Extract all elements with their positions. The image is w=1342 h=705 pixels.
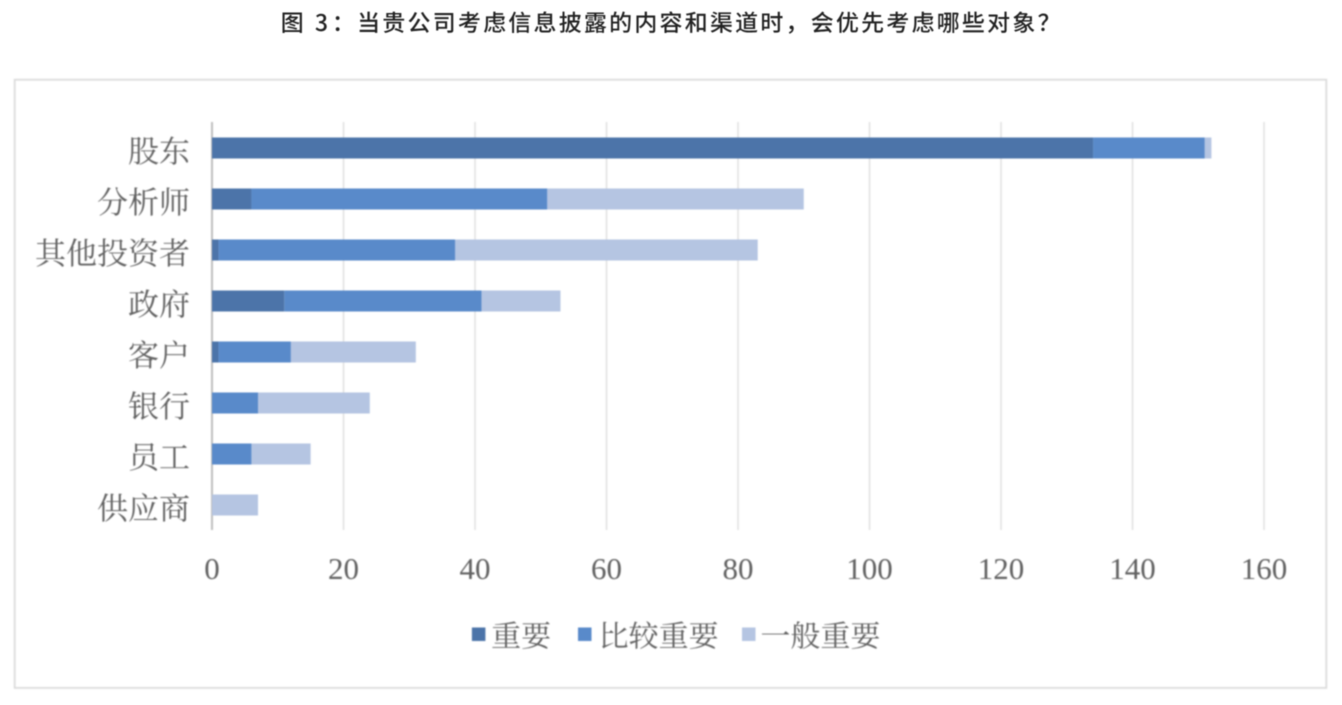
svg-text:60: 60 <box>591 551 622 586</box>
svg-text:20: 20 <box>328 551 359 586</box>
svg-text:120: 120 <box>978 551 1025 586</box>
svg-text:140: 140 <box>1109 551 1156 586</box>
svg-text:160: 160 <box>1241 551 1288 586</box>
svg-text:0: 0 <box>204 551 220 586</box>
svg-text:100: 100 <box>846 551 893 586</box>
svg-text:80: 80 <box>723 551 754 586</box>
svg-text:40: 40 <box>460 551 491 586</box>
